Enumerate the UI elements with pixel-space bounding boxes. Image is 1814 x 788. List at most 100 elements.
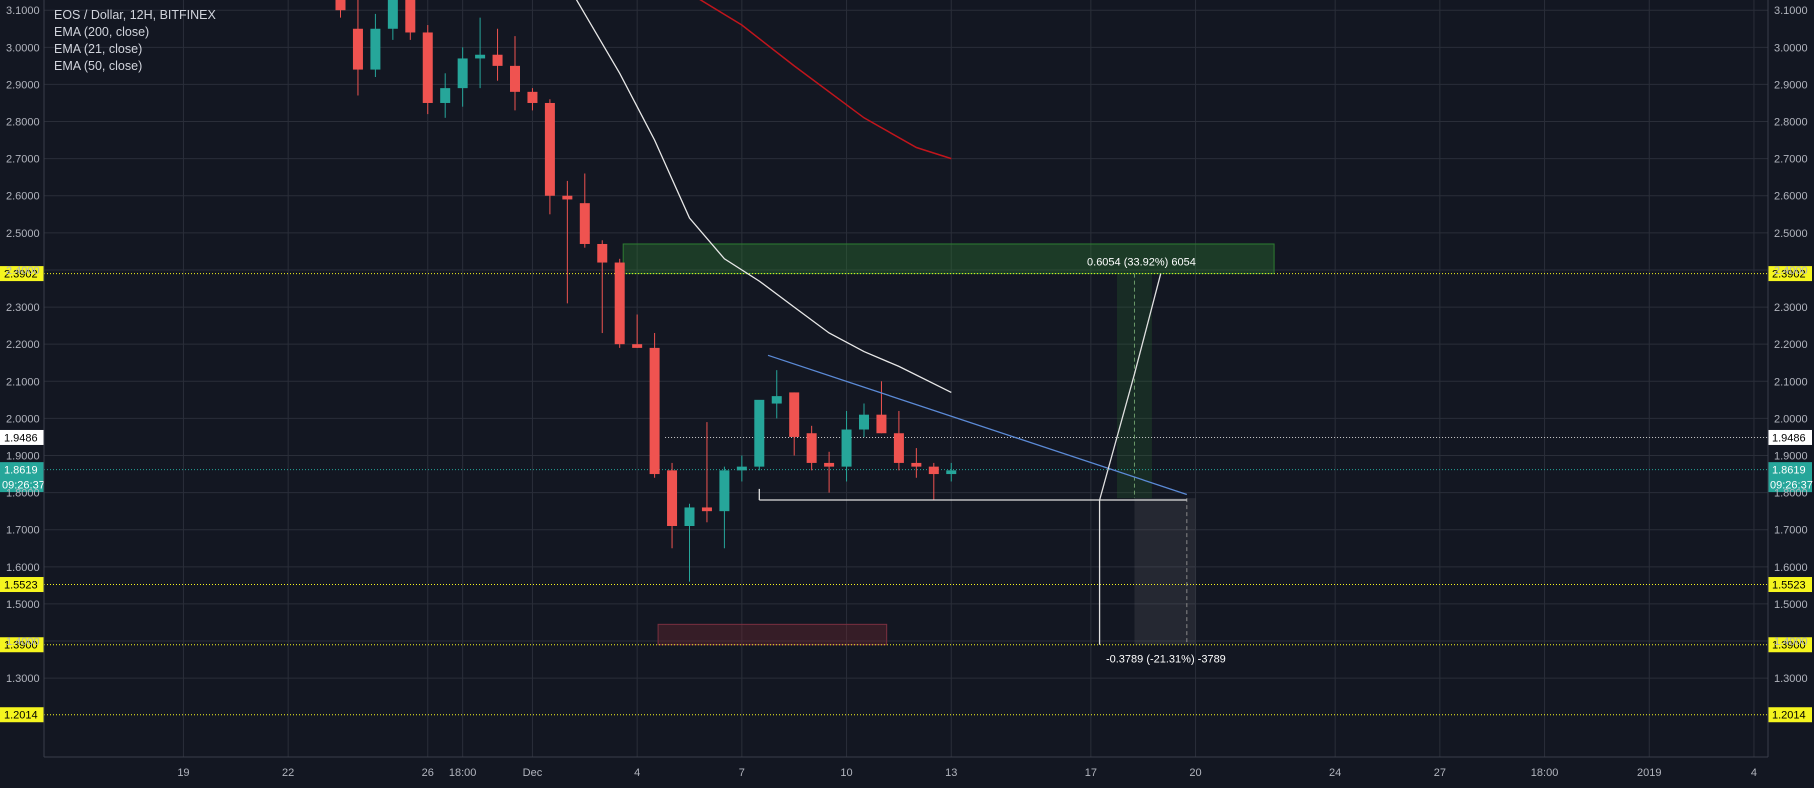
y-tick-left: 2.7000 — [6, 154, 40, 166]
price-level-label: 1.2014 — [4, 710, 38, 722]
price-level-label: 1.3900 — [1772, 640, 1806, 652]
candle-down — [510, 65, 520, 92]
price-level-tag-left — [0, 266, 44, 282]
y-tick-left: 1.6000 — [6, 562, 40, 574]
indicator-ema200[interactable]: EMA (200, close) — [54, 25, 150, 39]
axes: 3.1000 3.1000 3.0000 3.0000 2.9000 2.9000 2.80… — [6, 0, 1808, 779]
price-level-tag-left — [0, 637, 44, 653]
x-tick: 18:00 — [449, 767, 477, 779]
price-level-tag-left — [0, 707, 44, 723]
x-tick: 26 — [422, 767, 434, 779]
x-tick: 18:00 — [1531, 767, 1559, 779]
candle-down — [789, 392, 800, 437]
reference-level-tag-right — [1768, 429, 1812, 445]
y-tick-right: 1.6000 — [1774, 562, 1808, 574]
y-tick-left: 1.9000 — [6, 450, 40, 462]
reference-level-label: 1.9486 — [1772, 432, 1806, 444]
price-level-label: 2.3902 — [1772, 269, 1806, 281]
candle-up — [440, 88, 451, 103]
y-tick-left: 3.1000 — [6, 5, 40, 17]
price-level-tag-left — [0, 577, 44, 593]
y-tick-left: 2.4000 — [6, 265, 40, 277]
grid — [44, 0, 1768, 757]
price-level-label: 1.2014 — [1772, 710, 1806, 722]
candle-down — [911, 462, 922, 467]
zone-measured-down — [1134, 498, 1196, 645]
x-tick: 19 — [177, 767, 189, 779]
price-level-label: 1.3900 — [4, 640, 38, 652]
annotations: 0.6054 (33.92%) 6054 -0.3789 (-21.31%) -3… — [1087, 257, 1226, 666]
candle-down — [562, 195, 573, 200]
drawings — [758, 273, 1188, 645]
candle-down — [335, 0, 346, 11]
indicator-lines — [575, 0, 952, 393]
candle-up — [771, 396, 782, 404]
y-tick-right: 2.1000 — [1774, 376, 1808, 388]
candle-down — [422, 32, 433, 103]
zone-stop — [657, 623, 888, 646]
ema-white-line — [575, 0, 952, 393]
x-tick: 7 — [739, 767, 745, 779]
x-tick: 2019 — [1637, 767, 1661, 779]
candle-down — [701, 507, 712, 512]
y-tick-right: 1.4000 — [1774, 636, 1808, 648]
y-tick-right: 1.7000 — [1774, 525, 1808, 537]
y-tick-right: 2.8000 — [1774, 117, 1808, 129]
candle-down — [492, 54, 503, 66]
y-tick-right: 1.5000 — [1774, 599, 1808, 611]
price-level-label: 1.5523 — [4, 580, 38, 592]
x-tick: Dec — [523, 767, 543, 779]
y-tick-left: 2.3000 — [6, 302, 40, 314]
y-tick-left: 2.5000 — [6, 228, 40, 240]
candle-down — [579, 203, 590, 244]
x-tick: 24 — [1329, 767, 1341, 779]
y-tick-right: 2.3000 — [1774, 302, 1808, 314]
y-tick-right: 3.1000 — [1774, 5, 1808, 17]
horizontal-levels: 2.3902 2.3902 1.5523 1.5523 1.3900 1.3900 1.20… — [0, 266, 1813, 723]
candle-up — [754, 399, 765, 467]
candle-down — [667, 470, 678, 527]
candle-down — [352, 28, 363, 70]
y-tick-left: 2.0000 — [6, 413, 40, 425]
y-tick-right: 2.5000 — [1774, 228, 1808, 240]
y-tick-right: 2.9000 — [1774, 79, 1808, 91]
candle-down — [527, 91, 538, 103]
y-tick-right: 2.6000 — [1774, 191, 1808, 203]
y-tick-left: 3.0000 — [6, 42, 40, 54]
candles — [335, 0, 957, 582]
measurement-zones — [622, 243, 1275, 646]
indicator-ema21[interactable]: EMA (21, close) — [54, 42, 143, 56]
price-level-label: 1.5523 — [1772, 580, 1806, 592]
candle-down — [405, 0, 416, 33]
zone-target — [622, 243, 1275, 275]
current-price-label: 1.8619 — [1772, 465, 1806, 477]
y-tick-right: 2.2000 — [1774, 339, 1808, 351]
projection-path — [1098, 273, 1162, 501]
x-tick: 13 — [945, 767, 957, 779]
y-tick-left: 1.7000 — [6, 525, 40, 537]
x-tick: 27 — [1434, 767, 1446, 779]
candle-down — [876, 414, 887, 434]
y-tick-right: 1.8000 — [1774, 488, 1808, 500]
candle-down — [928, 466, 939, 475]
current-price-tag-right — [1768, 462, 1812, 493]
y-tick-left: 2.6000 — [6, 191, 40, 203]
y-tick-left: 2.8000 — [6, 117, 40, 129]
candle-down — [614, 262, 625, 345]
countdown-label: 09:26:37 — [2, 480, 45, 492]
x-tick: 17 — [1085, 767, 1097, 779]
chart-legend: EOS / Dollar, 12H, BITFINEX EMA (200, cl… — [54, 7, 216, 75]
y-tick-right: 1.3000 — [1774, 673, 1808, 685]
candle-down — [893, 433, 904, 463]
price-level-tag-right — [1768, 637, 1812, 653]
reference-level-label: 1.9486 — [4, 432, 38, 444]
current-price-label: 1.8619 — [4, 465, 38, 477]
y-tick-left: 1.8000 — [6, 488, 40, 500]
x-tick: 4 — [634, 767, 640, 779]
indicator-ema50[interactable]: EMA (50, close) — [54, 59, 143, 73]
y-tick-right: 1.9000 — [1774, 450, 1808, 462]
candle-up — [457, 58, 468, 89]
x-tick: 20 — [1189, 767, 1201, 779]
